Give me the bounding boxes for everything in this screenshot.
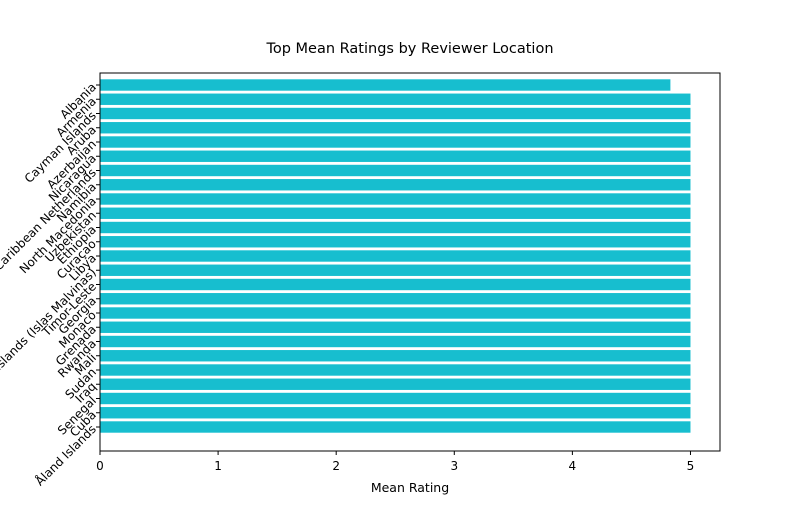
bar bbox=[100, 350, 691, 362]
bar bbox=[100, 321, 691, 333]
x-tick-label: 1 bbox=[214, 459, 222, 473]
bar bbox=[100, 164, 691, 177]
x-tick-label: 0 bbox=[96, 459, 104, 473]
bar bbox=[100, 335, 691, 348]
bar bbox=[100, 221, 691, 234]
bar bbox=[100, 278, 691, 291]
bar bbox=[100, 392, 691, 405]
bar bbox=[100, 293, 691, 305]
x-axis-label: Mean Rating bbox=[371, 480, 449, 495]
x-tick-label: 2 bbox=[332, 459, 340, 473]
x-axis-ticks: 0 1 2 3 4 5 bbox=[96, 451, 694, 473]
bar bbox=[100, 179, 691, 191]
x-tick-label: 4 bbox=[569, 459, 577, 473]
x-tick-label: 3 bbox=[450, 459, 458, 473]
bar bbox=[100, 79, 671, 91]
bar bbox=[100, 421, 691, 433]
bar bbox=[100, 136, 691, 148]
bar bbox=[100, 107, 691, 120]
bar bbox=[100, 364, 691, 376]
chart-title: Top Mean Ratings by Reviewer Location bbox=[265, 41, 553, 57]
bar bbox=[100, 193, 691, 205]
x-tick-label: 5 bbox=[687, 459, 695, 473]
bar bbox=[100, 150, 691, 162]
bar bbox=[100, 122, 691, 134]
bar bbox=[100, 378, 691, 390]
bar bbox=[100, 264, 691, 276]
bar bbox=[100, 236, 691, 248]
bar bbox=[100, 93, 691, 105]
bar bbox=[100, 307, 691, 319]
plot-frame bbox=[99, 72, 721, 452]
bars-group bbox=[100, 79, 691, 433]
bar bbox=[100, 207, 691, 219]
bar bbox=[100, 407, 691, 419]
bar bbox=[100, 250, 691, 262]
